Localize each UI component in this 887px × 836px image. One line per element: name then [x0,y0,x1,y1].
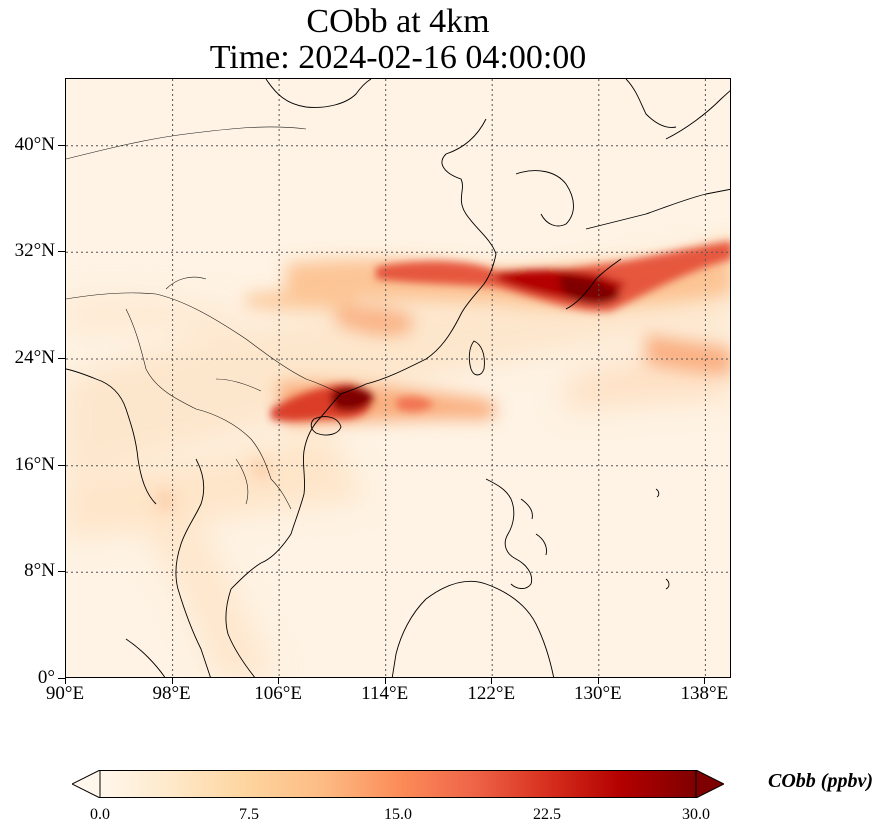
map-timestamp: Time: 2024-02-16 04:00:00 [209,39,587,76]
y-tick-mark [58,144,65,146]
colorbar-label: CObb (ppbv) [768,770,873,792]
map-title: CObb at 4km [306,3,490,40]
y-tick-mark [58,571,65,573]
x-tick-mark [278,678,280,684]
colorbar-tick-label: 30.0 [682,806,710,823]
x-tick-mark [384,678,386,684]
y-tick-label: 8°N [24,560,55,582]
y-tick-mark [58,358,65,359]
y-tick-label: 16°N [14,453,55,475]
y-tick-mark [58,464,65,466]
colorbar-extend-min [72,770,101,798]
x-tick-label: 90°E [45,683,85,704]
x-tick-label: 98°E [152,683,191,704]
y-tick-mark [58,678,65,679]
colorbar-gradient [100,770,696,798]
x-tick-label: 106°E [254,683,302,704]
colorbar-tick-label: 15.0 [384,806,412,823]
x-tick-mark [597,678,599,684]
x-tick-mark [491,678,493,684]
coastlines [66,79,730,677]
colorbar-tick-label: 0.0 [90,806,110,823]
x-tick-mark [704,678,706,684]
map-panel [65,78,731,678]
y-tick-mark [58,251,65,253]
country-borders [66,126,342,510]
y-tick-label: 0° [37,667,55,688]
colorbar-tick-label: 22.5 [533,806,561,823]
x-tick-mark [65,678,66,684]
x-tick-label: 114°E [361,683,409,704]
colorbar-tick-label: 7.5 [239,806,259,823]
x-tick-label: 122°E [467,683,516,704]
gridlines [66,79,730,677]
y-tick-label: 24°N [14,347,55,368]
concentration-field [66,79,730,677]
x-tick-mark [171,678,173,684]
y-tick-label: 32°N [14,240,55,262]
colorbar [72,770,724,798]
x-tick-label: 130°E [573,683,622,704]
x-tick-label: 138°E [680,683,729,704]
colorbar-extend-max [695,770,724,798]
y-tick-label: 40°N [14,133,55,155]
dense-plumes [271,241,730,422]
